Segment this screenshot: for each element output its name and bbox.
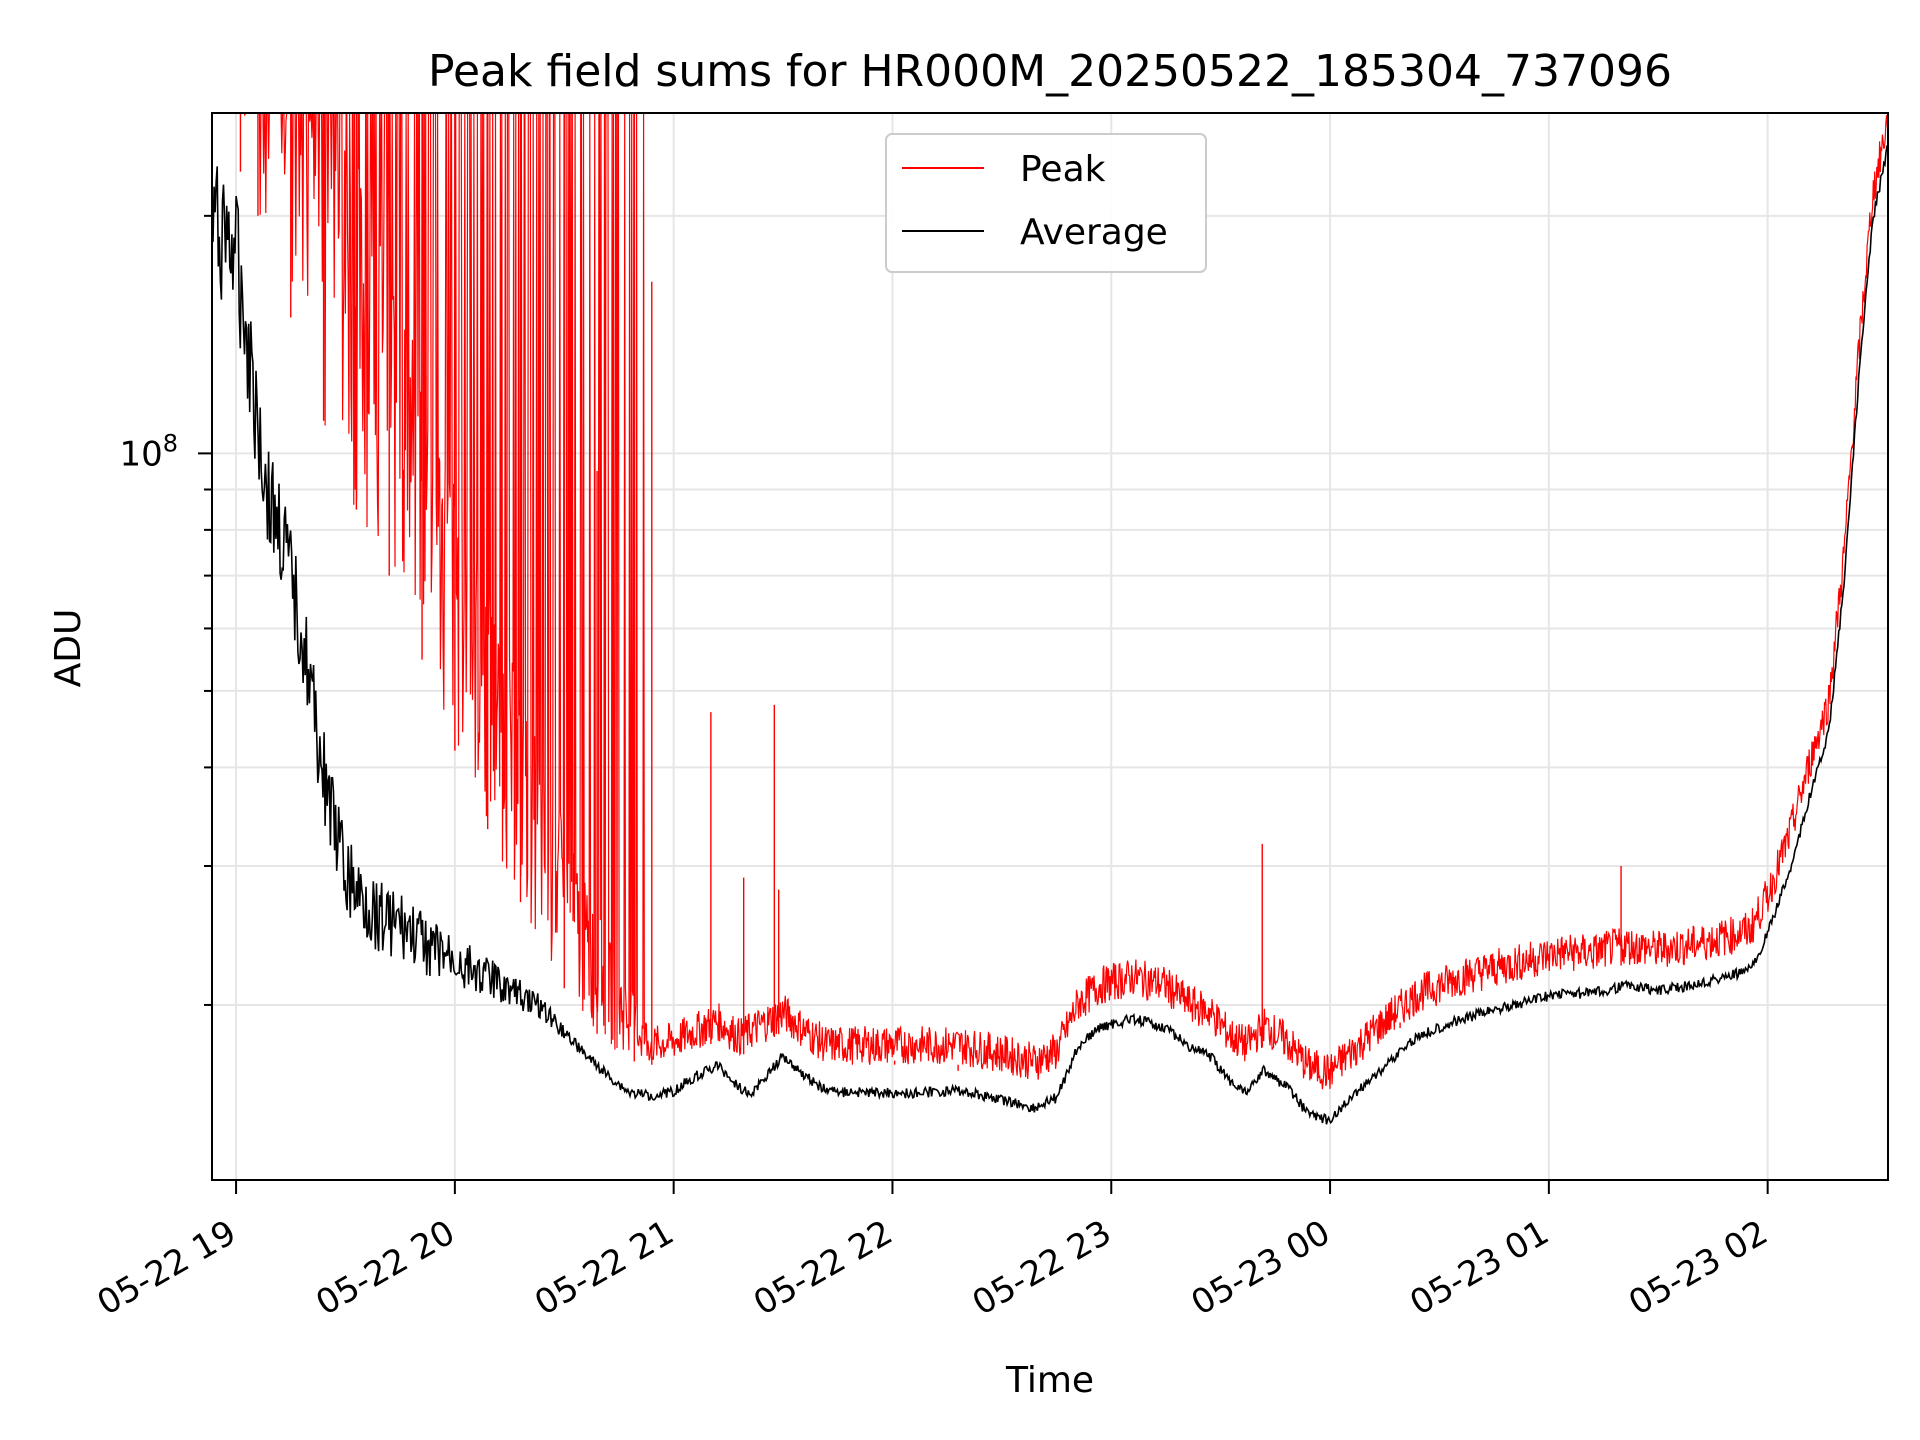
legend-peak-label: Peak [1020,149,1106,190]
legend-average-label: Average [1020,212,1168,253]
plot-data [211,112,1889,1125]
series-peak-line [212,112,1889,1090]
plot-frame [211,112,1889,1181]
legend: Peak Average [885,133,1207,273]
chart-title: Peak field sums for HR000M_20250522_1853… [428,46,1672,97]
x-axis-label: Time [1005,1360,1094,1401]
series-average-line [211,145,1889,1125]
y-axis-label: ADU [48,609,89,688]
y-tick-label: 108 [119,429,178,474]
